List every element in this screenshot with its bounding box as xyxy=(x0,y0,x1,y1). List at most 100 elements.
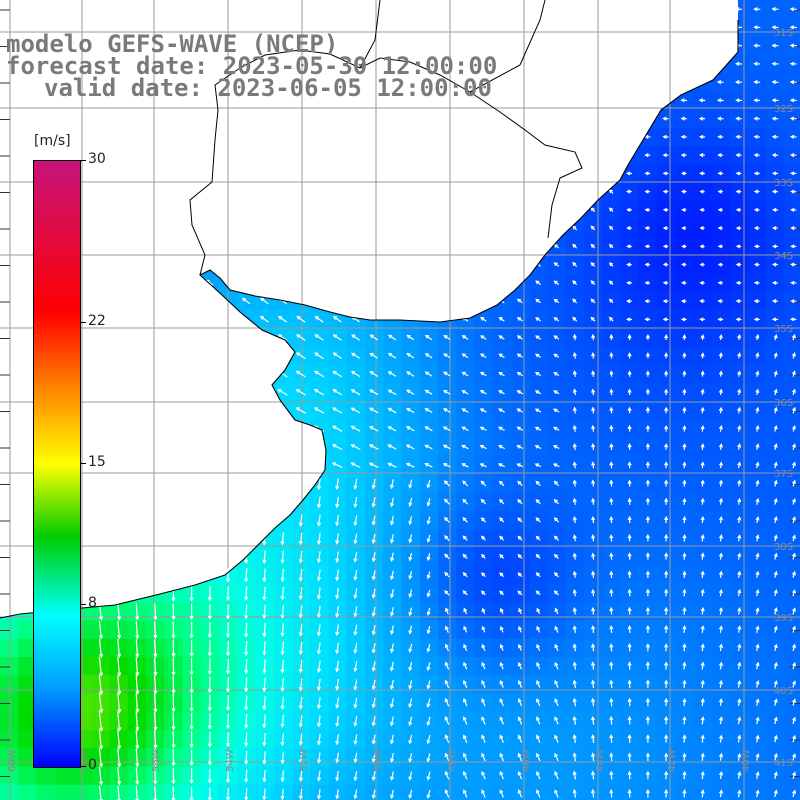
speed-cell xyxy=(784,438,800,457)
wind-arrow xyxy=(390,607,395,617)
wind-arrow xyxy=(572,643,577,652)
wind-arrow xyxy=(700,352,705,359)
wind-arrow xyxy=(590,643,596,652)
wind-arrow xyxy=(773,461,778,469)
wind-arrow xyxy=(117,729,122,750)
wind-arrow xyxy=(572,607,577,615)
wind-arrow xyxy=(645,752,650,761)
wind-arrow xyxy=(516,371,523,377)
wind-arrow xyxy=(481,752,486,762)
wind-arrow xyxy=(609,788,614,798)
wind-arrow xyxy=(644,280,651,285)
wind-arrow xyxy=(591,606,596,615)
wind-arrow xyxy=(516,390,524,395)
wind-arrow xyxy=(387,371,397,377)
wind-arrow xyxy=(737,461,742,469)
wind-arrow xyxy=(535,553,541,559)
wind-arrow xyxy=(479,426,487,431)
wind-arrow xyxy=(244,640,249,657)
wind-arrow xyxy=(553,353,560,358)
wind-arrow xyxy=(314,334,324,341)
wind-arrow xyxy=(408,789,413,800)
wind-arrow xyxy=(717,317,724,322)
wind-arrow xyxy=(534,371,542,377)
wind-arrow xyxy=(316,605,321,619)
wind-arrow xyxy=(335,496,340,509)
wind-arrow xyxy=(664,588,669,597)
wind-arrow xyxy=(498,316,505,322)
wind-arrow xyxy=(682,570,687,579)
wind-arrow xyxy=(517,553,523,559)
wind-arrow xyxy=(408,771,413,781)
wind-arrow xyxy=(753,262,760,267)
wind-arrow xyxy=(755,516,760,524)
wind-arrow xyxy=(645,570,650,578)
wind-arrow xyxy=(737,771,742,780)
wind-arrow xyxy=(207,731,212,748)
wind-arrow xyxy=(680,317,687,322)
wind-arrow xyxy=(535,498,541,505)
wind-arrow xyxy=(462,498,469,505)
wind-arrow xyxy=(572,406,577,414)
wind-arrow xyxy=(335,478,340,490)
wind-arrow xyxy=(755,461,760,469)
speed-cell xyxy=(0,784,19,800)
wind-arrow xyxy=(117,748,122,768)
wind-arrow xyxy=(498,353,505,359)
wind-arrow xyxy=(735,61,743,66)
wind-arrow xyxy=(627,715,632,725)
wind-arrow xyxy=(444,789,450,798)
wind-arrow xyxy=(98,766,104,786)
wind-arrow xyxy=(572,370,577,377)
wind-arrow xyxy=(353,642,358,655)
wind-arrow xyxy=(664,352,669,359)
wind-arrow xyxy=(207,586,212,602)
wind-arrow xyxy=(718,443,723,450)
wind-arrow xyxy=(117,693,122,714)
wind-arrow xyxy=(405,426,415,432)
wind-arrow xyxy=(335,514,340,527)
wind-arrow xyxy=(554,698,559,707)
wind-arrow xyxy=(626,262,632,267)
wind-arrow xyxy=(590,788,595,798)
wind-arrow xyxy=(390,570,395,581)
wind-arrow xyxy=(792,771,797,779)
wind-arrow xyxy=(153,693,158,713)
wind-arrow xyxy=(424,426,433,432)
wind-arrow xyxy=(699,153,705,158)
wind-arrow xyxy=(700,479,705,487)
wind-arrow xyxy=(718,461,723,469)
wind-arrow xyxy=(499,590,505,596)
wind-arrow xyxy=(608,280,614,286)
wind-arrow xyxy=(553,426,560,431)
wind-arrow xyxy=(755,716,760,725)
wind-arrow xyxy=(262,659,267,674)
wind-arrow xyxy=(405,462,415,468)
wind-arrow xyxy=(572,770,577,780)
wind-arrow xyxy=(426,680,431,690)
wind-arrow xyxy=(262,623,267,638)
wind-arrow xyxy=(353,661,358,673)
wind-arrow xyxy=(773,661,778,670)
wind-arrow xyxy=(662,280,669,285)
wind-arrow xyxy=(153,767,158,785)
wind-arrow xyxy=(791,443,796,450)
wind-arrow xyxy=(735,189,742,194)
longitude-label: 48W xyxy=(447,749,458,772)
wind-arrow xyxy=(350,407,361,414)
wind-arrow xyxy=(590,697,596,707)
wind-arrow xyxy=(572,261,578,267)
speed-cell xyxy=(18,638,38,658)
wind-arrow xyxy=(171,585,176,602)
wind-arrow xyxy=(681,244,687,249)
wind-arrow xyxy=(225,732,231,748)
wind-arrow xyxy=(664,789,669,798)
wind-arrow xyxy=(462,716,468,725)
wind-arrow xyxy=(771,116,779,121)
wind-arrow xyxy=(462,480,469,487)
speed-cell xyxy=(784,675,800,695)
wind-arrow xyxy=(280,623,285,638)
wind-arrow xyxy=(444,535,450,542)
wind-arrow xyxy=(171,712,176,731)
